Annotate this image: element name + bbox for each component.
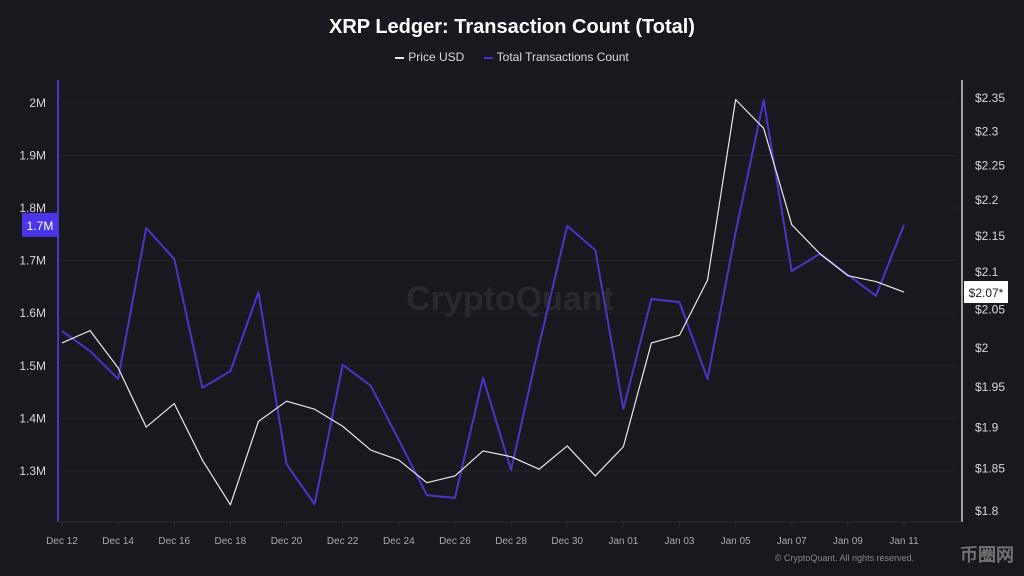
cryptoquant-watermark: CryptoQuant [406,280,614,318]
x-tick-label: Jan 11 [889,536,919,547]
x-tick-label: Dec 12 [46,536,78,547]
right-tick-label: $1.85 [975,462,1005,476]
x-tick-label: Dec 16 [158,536,190,547]
right-tick-label: $2 [975,341,989,355]
right-tick-label: $2.05 [975,303,1005,317]
x-tick-label: Dec 26 [439,536,471,547]
left-tick-label: 1.3M [19,464,46,478]
right-tick-label: $1.95 [975,380,1005,394]
legend-label-price: Price USD [408,50,465,64]
legend-swatch-price [395,56,405,59]
x-tick-label: Dec 20 [271,536,303,547]
copyright: © CryptoQuant. All rights reserved. [774,553,914,563]
chart-title: XRP Ledger: Transaction Count (Total) [329,16,695,38]
legend-item-transactions[interactable]: Total Transactions Count [483,50,629,64]
left-tick-label: 1.9M [19,148,46,162]
x-tick-label: Jan 05 [721,536,751,547]
right-last-value-badge [964,281,1008,304]
x-tick-label: Jan 03 [664,536,694,547]
right-tick-label: $1.8 [975,504,999,518]
right-last-value-label: $2.07* [969,286,1004,300]
x-tick-label: Dec 28 [495,536,527,547]
right-tick-label: $2.15 [975,229,1005,243]
right-tick-label: $2.3 [975,124,999,138]
legend-item-price[interactable]: Price USD [395,50,464,64]
x-tick-label: Dec 22 [327,536,359,547]
x-tick-label: Jan 09 [833,536,863,547]
left-tick-label: 1.6M [19,306,46,320]
right-tick-label: $1.9 [975,420,999,434]
x-tick-label: Jan 07 [777,536,807,547]
left-tick-label: 1.8M [19,201,46,215]
right-tick-label: $2.35 [975,91,1005,105]
left-tick-label: 2M [29,96,46,110]
x-tick-label: Jan 01 [608,536,638,547]
x-tick-label: Dec 24 [383,536,415,547]
left-tick-label: 1.4M [19,411,46,425]
left-tick-label: 1.7M [19,254,46,268]
site-watermark: 币圈网 [960,545,1014,565]
x-tick-label: Dec 18 [215,536,247,547]
right-tick-label: $2.1 [975,265,999,279]
left-last-value-badge [22,212,58,237]
legend: Price USD Total Transactions Count [0,50,1024,64]
legend-swatch-transactions [483,56,493,59]
right-tick-label: $2.2 [975,193,999,207]
x-tick-label: Dec 14 [102,536,134,547]
left-last-value-label: 1.7M [27,219,54,233]
x-tick-label: Dec 30 [551,536,583,547]
left-tick-label: 1.5M [19,359,46,373]
right-tick-label: $2.25 [975,158,1005,172]
legend-label-transactions: Total Transactions Count [496,50,629,64]
